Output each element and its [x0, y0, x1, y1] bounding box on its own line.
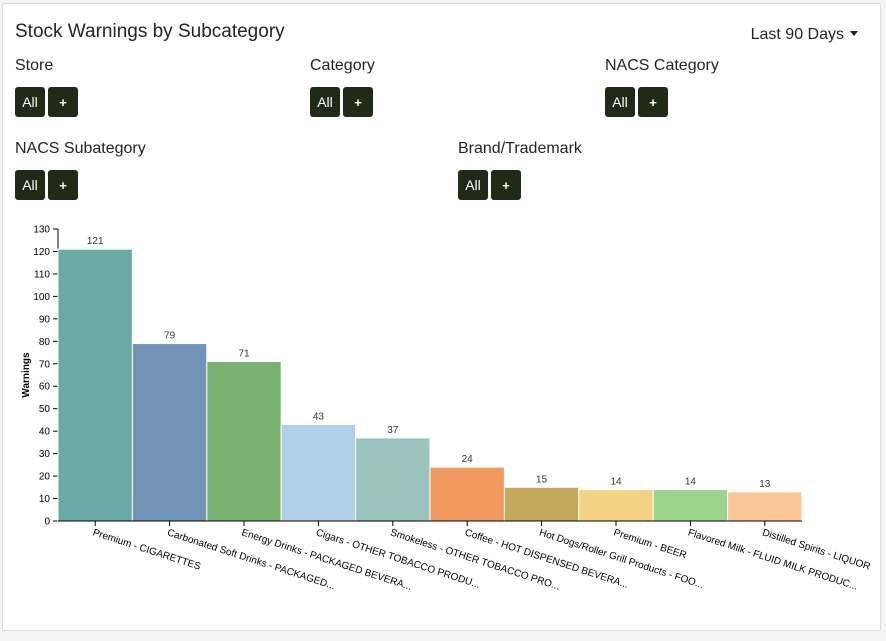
bar — [652, 489, 729, 522]
filter-label-category: Category — [310, 57, 375, 74]
bar-value-label: 13 — [759, 479, 771, 490]
category-all-button[interactable]: All — [310, 87, 340, 117]
y-tick-label: 110 — [34, 269, 50, 280]
bar-value-label: 14 — [610, 477, 622, 488]
bar — [131, 343, 208, 522]
y-tick-label: 90 — [39, 314, 51, 325]
bar — [578, 489, 654, 522]
y-tick-label: 0 — [44, 517, 50, 528]
y-tick-label: 10 — [39, 494, 51, 505]
y-tick-label: 100 — [33, 292, 50, 303]
nacs-subcategory-all-button[interactable]: All — [15, 170, 45, 200]
filter-brand-trademark: Brand/Trademark All + — [458, 140, 582, 200]
category-add-button[interactable]: + — [343, 87, 373, 117]
bar-value-label: 79 — [164, 331, 176, 342]
page-title: Stock Warnings by Subcategory — [15, 21, 285, 42]
bar-value-label: 43 — [313, 411, 325, 422]
y-axis-label: Warnings — [21, 352, 32, 398]
bar-value-label: 14 — [685, 477, 697, 488]
filter-label-nacs-subcategory: NACS Subategory — [15, 140, 146, 157]
bar — [206, 361, 282, 522]
bar — [57, 248, 133, 522]
bar — [429, 466, 505, 522]
y-tick-label: 130 — [33, 225, 50, 236]
nacs-subcategory-add-button[interactable]: + — [48, 170, 78, 200]
filter-nacs-category: NACS Category All + — [605, 57, 719, 117]
y-tick-label: 120 — [33, 247, 50, 258]
y-tick-label: 70 — [39, 359, 51, 370]
store-add-button[interactable]: + — [48, 87, 78, 117]
y-tick-label: 30 — [39, 449, 51, 460]
bar-value-label: 37 — [387, 425, 399, 436]
filter-category: Category All + — [310, 57, 375, 117]
chart-card: Stock Warnings by Subcategory Last 90 Da… — [2, 3, 881, 631]
nacs-category-add-button[interactable]: + — [638, 87, 668, 117]
y-axis: 0 10 20 30 40 50 60 70 80 90 100 110 120 130 — [33, 225, 59, 528]
y-tick-label: 20 — [39, 472, 51, 483]
bar-value-label: 24 — [462, 454, 474, 465]
y-tick-label: 50 — [39, 404, 51, 415]
y-tick-label: 80 — [39, 337, 51, 348]
y-tick-label: 40 — [39, 427, 51, 438]
bar — [727, 491, 803, 522]
bar — [355, 437, 431, 522]
date-range-dropdown[interactable]: Last 90 Days — [751, 26, 858, 44]
caret-down-icon — [850, 31, 858, 36]
filter-label-brand-trademark: Brand/Trademark — [458, 140, 582, 157]
filter-nacs-subcategory: NACS Subategory All + — [15, 140, 146, 200]
brand-trademark-add-button[interactable]: + — [491, 170, 521, 200]
filter-store: Store All + — [15, 57, 78, 117]
bar-value-label: 121 — [87, 236, 104, 247]
bar-value-label: 15 — [536, 474, 548, 485]
nacs-category-all-button[interactable]: All — [605, 87, 635, 117]
bar — [280, 423, 357, 522]
bar-value-label: 71 — [238, 349, 250, 360]
filter-label-store: Store — [15, 57, 54, 74]
date-range-label: Last 90 Days — [750, 26, 844, 43]
filter-label-nacs-category: NACS Category — [605, 57, 719, 74]
y-tick-label: 60 — [39, 382, 51, 393]
bar — [503, 486, 580, 522]
brand-trademark-all-button[interactable]: All — [458, 170, 488, 200]
store-all-button[interactable]: All — [15, 87, 45, 117]
bars: 121 79 71 43 37 24 15 14 14 13 — [57, 236, 803, 522]
